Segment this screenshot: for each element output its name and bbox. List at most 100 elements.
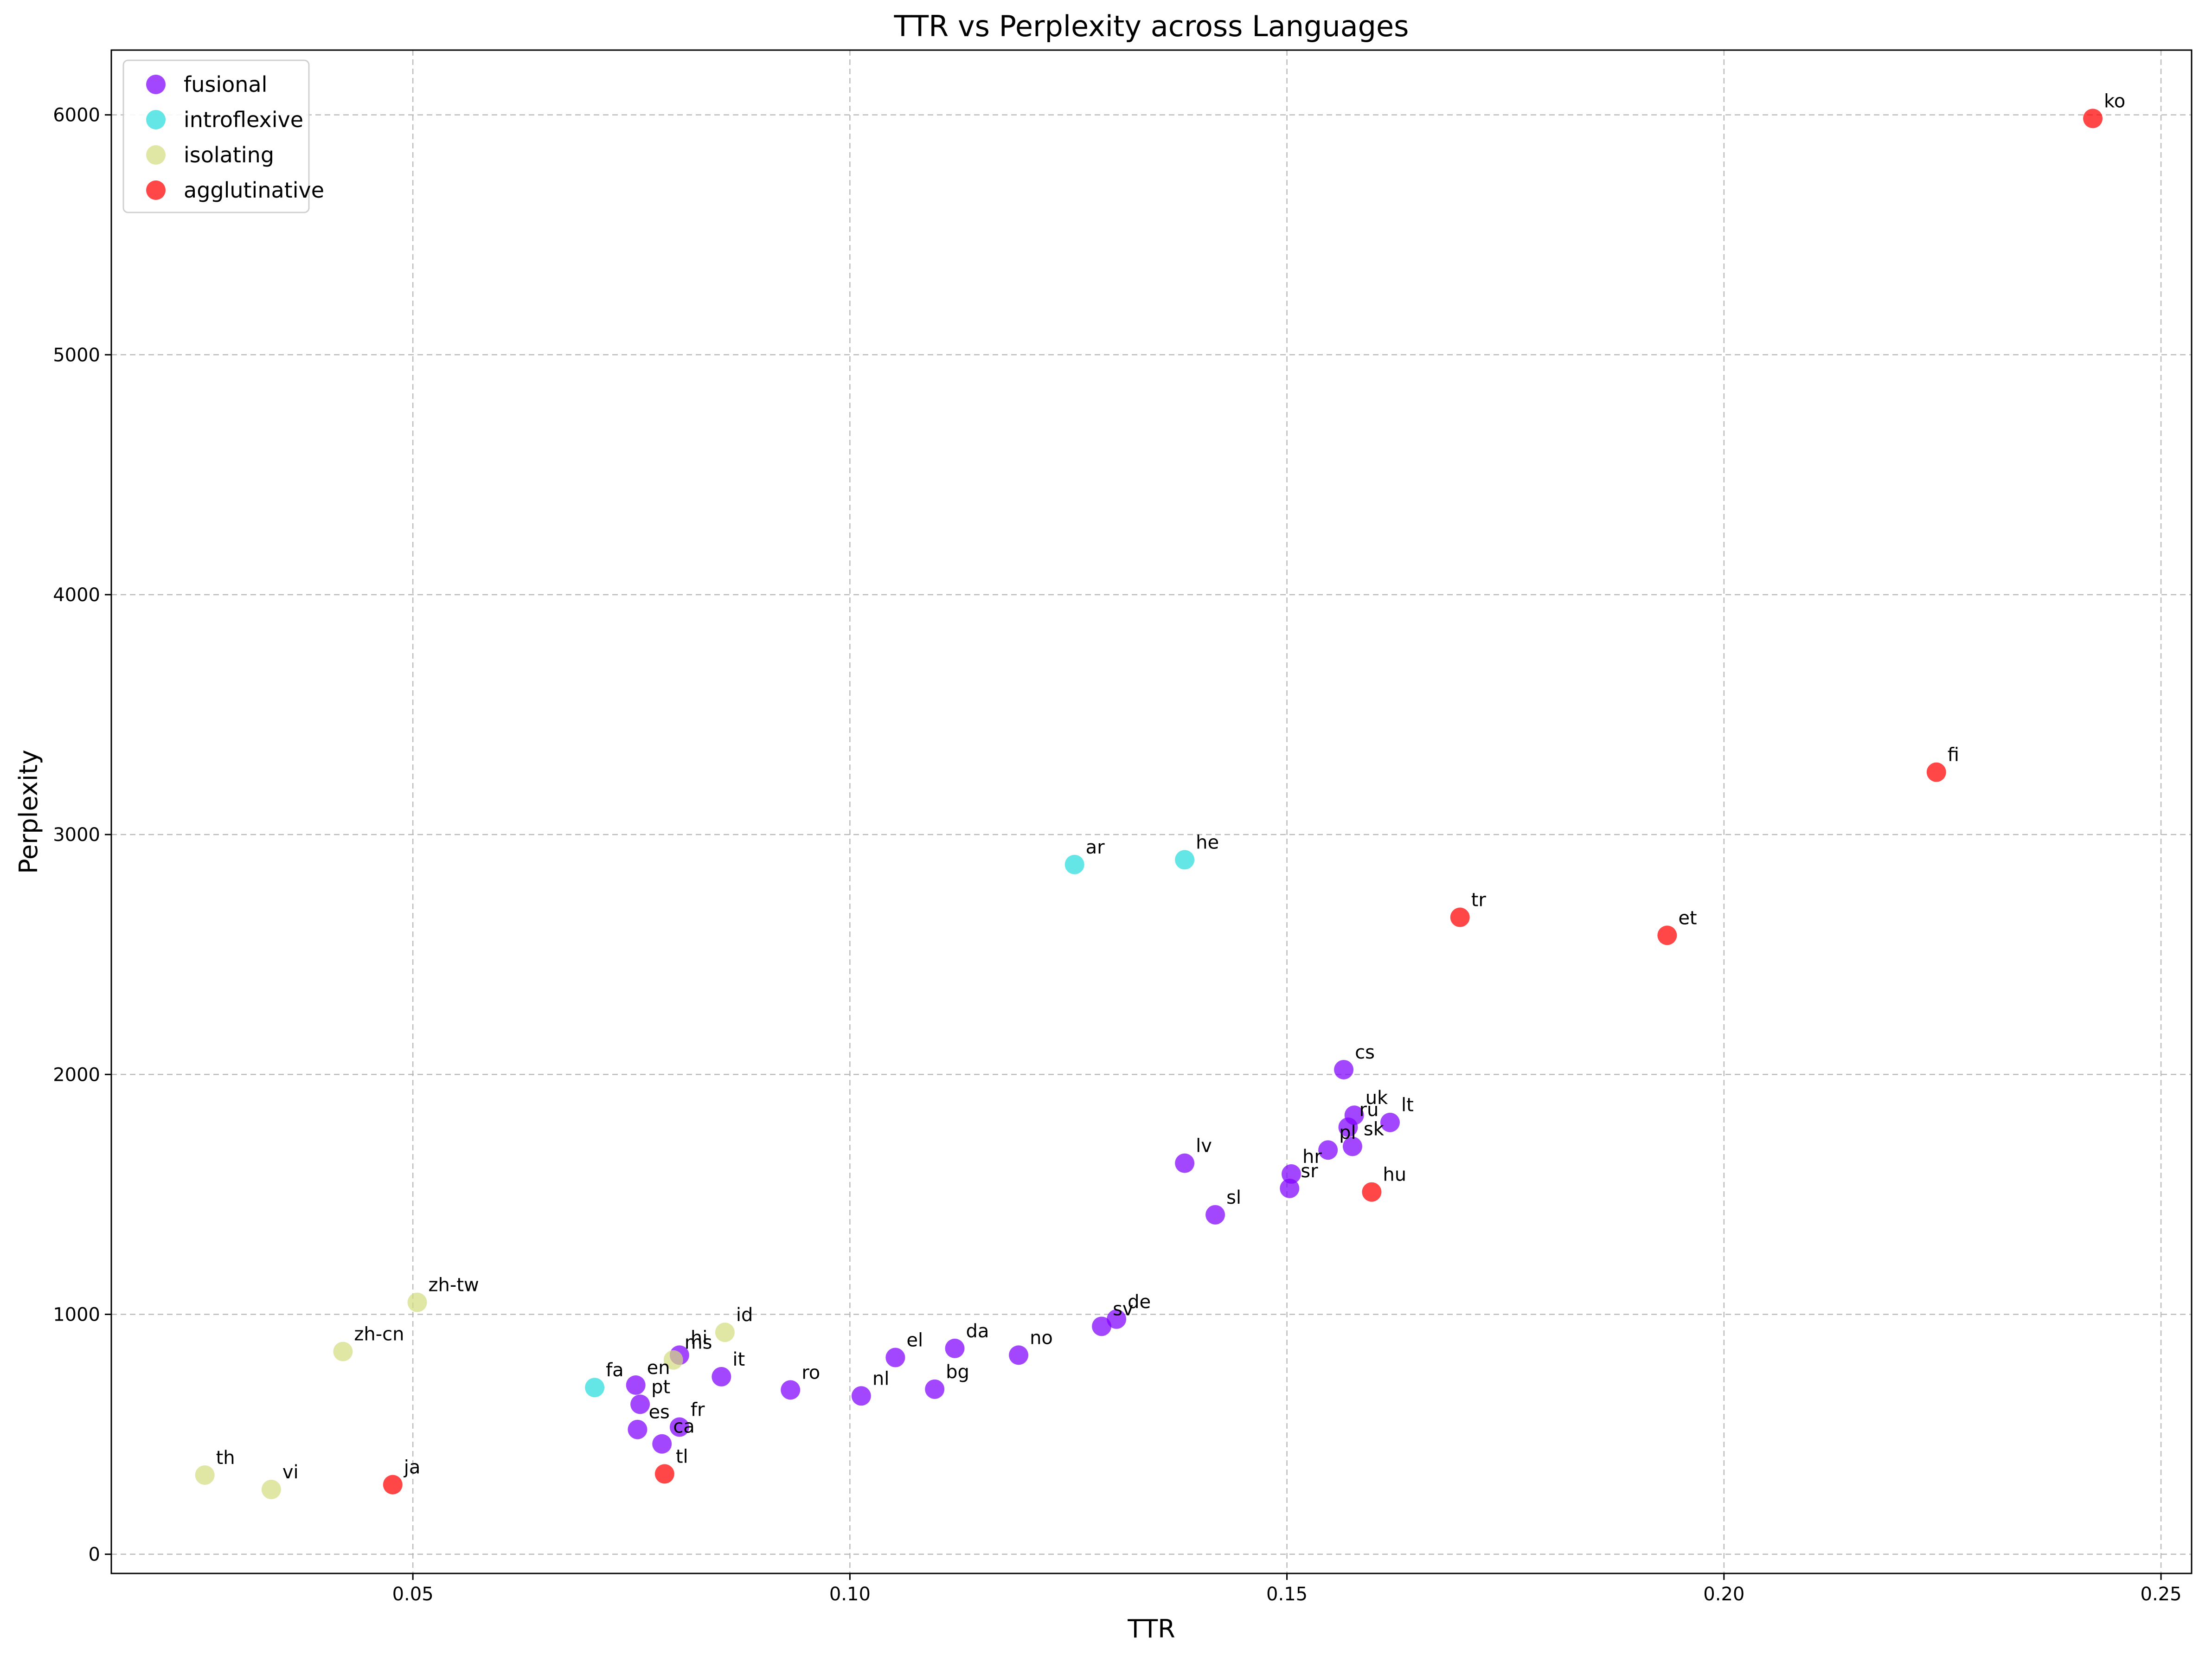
legend-label-introflexive: introflexive <box>184 107 303 132</box>
point-label-da: da <box>966 1321 989 1342</box>
point-fi <box>1926 762 1946 782</box>
point-label-pt: pt <box>651 1376 670 1398</box>
point-nl <box>851 1386 871 1406</box>
point-sl <box>1205 1205 1225 1225</box>
point-el <box>885 1348 905 1367</box>
y-tick-label: 4000 <box>53 584 100 606</box>
point-bg <box>925 1379 945 1399</box>
point-uk <box>1344 1105 1364 1125</box>
x-tick-label: 0.10 <box>829 1584 871 1605</box>
point-label-tr: tr <box>1471 890 1487 911</box>
x-tick-label: 0.05 <box>392 1584 434 1605</box>
point-label-el: el <box>906 1330 923 1351</box>
point-zh-tw <box>407 1292 427 1312</box>
legend-marker-isolating <box>146 145 166 165</box>
point-label-et: et <box>1678 907 1697 929</box>
point-label-hi: hi <box>691 1327 707 1348</box>
point-no <box>1009 1345 1029 1365</box>
point-label-uk: uk <box>1366 1087 1388 1109</box>
legend-marker-introflexive <box>146 110 166 129</box>
point-label-ja: ja <box>404 1457 421 1478</box>
y-tick-label: 3000 <box>53 824 100 846</box>
point-es <box>628 1419 648 1439</box>
y-axis-label: Perplexity <box>14 750 43 874</box>
grid-lines <box>111 50 2192 1573</box>
point-cs <box>1334 1059 1354 1079</box>
point-id <box>715 1322 735 1342</box>
point-et <box>1657 925 1677 945</box>
point-ko <box>2083 109 2103 128</box>
point-label-pl: pl <box>1339 1122 1356 1143</box>
point-de <box>1107 1309 1127 1329</box>
point-ms <box>663 1350 683 1370</box>
legend-label-agglutinative: agglutinative <box>184 178 324 203</box>
y-tick-label: 0 <box>89 1544 100 1566</box>
point-label-sk: sk <box>1364 1118 1385 1140</box>
y-tick-label: 1000 <box>53 1304 100 1325</box>
point-lt <box>1380 1112 1400 1132</box>
point-label-ca: ca <box>673 1416 695 1438</box>
point-label-it: it <box>732 1349 745 1370</box>
axis-ticks: 0.05 0.10 0.15 0.20 0.25 0 1000 2000 3000 4000 500… <box>53 105 2181 1605</box>
point-pt <box>630 1394 650 1414</box>
x-tick-label: 0.15 <box>1266 1584 1308 1605</box>
point-tr <box>1450 907 1470 927</box>
point-label-zh-cn: zh-cn <box>354 1324 404 1345</box>
point-sk <box>1342 1136 1362 1156</box>
point-label-tl: tl <box>676 1446 688 1467</box>
point-label-sv: sv <box>1113 1298 1134 1320</box>
point-lv <box>1175 1153 1195 1173</box>
point-label-th: th <box>216 1447 235 1469</box>
point-ar <box>1064 854 1084 874</box>
point-label-hr: hr <box>1302 1146 1322 1168</box>
point-th <box>195 1465 215 1485</box>
point-he <box>1175 850 1195 870</box>
point-label-nl: nl <box>872 1368 889 1389</box>
point-label-ko: ko <box>2104 90 2125 112</box>
point-label-ro: ro <box>801 1362 820 1383</box>
legend-box <box>122 59 310 213</box>
point-label-hu: hu <box>1383 1164 1406 1186</box>
point-label-bg: bg <box>946 1361 969 1383</box>
point-label-cs: cs <box>1355 1042 1375 1063</box>
point-ca <box>652 1434 672 1454</box>
point-label-id: id <box>736 1304 753 1326</box>
chart-title: TTR vs Perplexity across Languages <box>894 9 1409 43</box>
point-label-ar: ar <box>1086 837 1105 858</box>
point-it <box>712 1367 731 1386</box>
y-tick-label: 6000 <box>53 105 100 126</box>
x-tick-label: 0.20 <box>1703 1584 1744 1605</box>
legend-label-fusional: fusional <box>184 72 267 97</box>
point-hu <box>1362 1182 1382 1202</box>
point-da <box>945 1338 965 1358</box>
point-label-fr: fr <box>691 1399 705 1421</box>
point-label-en: en <box>647 1357 670 1379</box>
y-tick-label: 5000 <box>53 345 100 366</box>
point-label-vi: vi <box>282 1462 299 1483</box>
point-label-fa: fa <box>606 1360 624 1381</box>
x-axis-label: TTR <box>1127 1614 1175 1643</box>
point-label-de: de <box>1128 1291 1151 1313</box>
data-points <box>195 109 2103 1499</box>
point-ja <box>383 1475 403 1495</box>
y-tick-label: 2000 <box>53 1064 100 1085</box>
point-ro <box>781 1380 801 1400</box>
point-en <box>626 1375 646 1395</box>
point-label-no: no <box>1030 1327 1053 1348</box>
point-label-ru: ru <box>1359 1099 1379 1121</box>
point-zh-cn <box>333 1341 353 1361</box>
point-vi <box>261 1479 281 1499</box>
point-pl <box>1318 1140 1338 1160</box>
point-label-es: es <box>648 1402 669 1423</box>
x-tick-label: 0.25 <box>2141 1584 2182 1605</box>
point-label-he: he <box>1196 832 1219 853</box>
legend: fusional introflexive isolating agglutinati… <box>122 59 324 213</box>
legend-marker-fusional <box>146 75 166 94</box>
point-hr <box>1282 1164 1302 1184</box>
point-label-sl: sl <box>1226 1187 1241 1208</box>
point-tl <box>654 1464 674 1484</box>
legend-label-isolating: isolating <box>184 142 274 167</box>
point-sv <box>1092 1316 1112 1336</box>
